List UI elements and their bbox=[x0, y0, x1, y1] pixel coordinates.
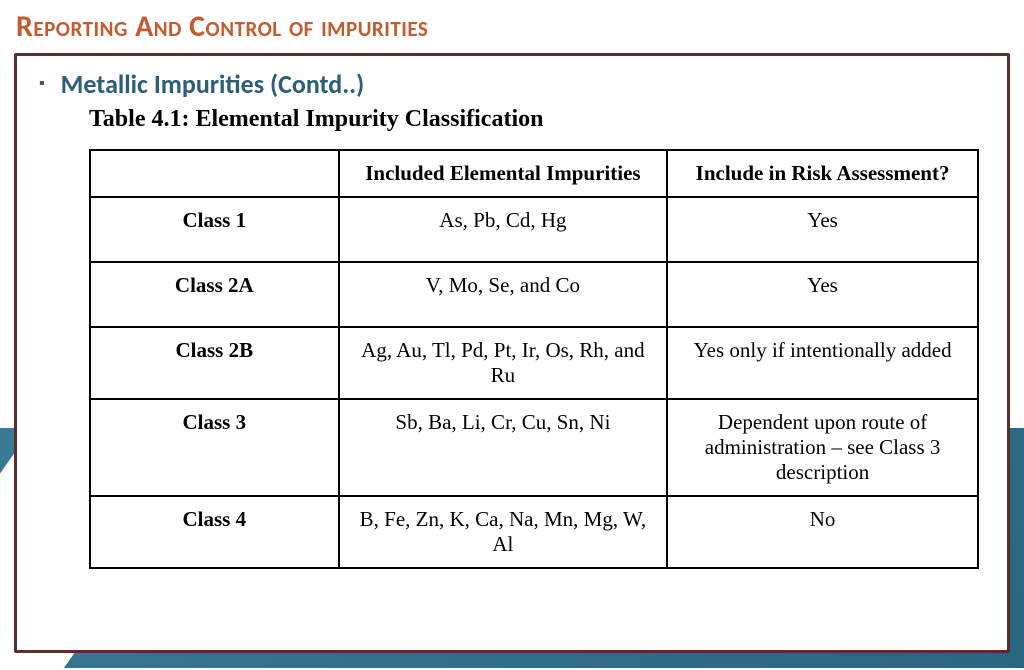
cell-impurities: V, Mo, Se, and Co bbox=[339, 262, 668, 327]
col-header-risk: Include in Risk Assessment? bbox=[667, 150, 978, 197]
subheading-row: ▪ Metallic Impurities (Contd..) bbox=[35, 68, 989, 100]
cell-class: Class 3 bbox=[90, 399, 339, 496]
cell-risk: Dependent upon route of administration –… bbox=[667, 399, 978, 496]
table-wrap: Included Elemental Impurities Include in… bbox=[89, 149, 979, 569]
cell-impurities: Ag, Au, Tl, Pd, Pt, Ir, Os, Rh, and Ru bbox=[339, 327, 668, 399]
table-row: Class 1 As, Pb, Cd, Hg Yes bbox=[90, 197, 978, 262]
table-row: Class 2A V, Mo, Se, and Co Yes bbox=[90, 262, 978, 327]
cell-risk: Yes only if intentionally added bbox=[667, 327, 978, 399]
cell-class: Class 2B bbox=[90, 327, 339, 399]
table-row: Class 2B Ag, Au, Tl, Pd, Pt, Ir, Os, Rh,… bbox=[90, 327, 978, 399]
cell-impurities: As, Pb, Cd, Hg bbox=[339, 197, 668, 262]
content-frame: ▪ Metallic Impurities (Contd..) Table 4.… bbox=[14, 53, 1010, 653]
cell-impurities: B, Fe, Zn, K, Ca, Na, Mn, Mg, W, Al bbox=[339, 496, 668, 568]
impurity-table: Included Elemental Impurities Include in… bbox=[89, 149, 979, 569]
table-row: Class 3 Sb, Ba, Li, Cr, Cu, Sn, Ni Depen… bbox=[90, 399, 978, 496]
cell-risk: No bbox=[667, 496, 978, 568]
cell-risk: Yes bbox=[667, 262, 978, 327]
col-header-class bbox=[90, 150, 339, 197]
page-title: Reporting And Control of impurities bbox=[0, 0, 1024, 49]
cell-class: Class 4 bbox=[90, 496, 339, 568]
table-row: Class 4 B, Fe, Zn, K, Ca, Na, Mn, Mg, W,… bbox=[90, 496, 978, 568]
table-caption: Table 4.1: Elemental Impurity Classifica… bbox=[89, 106, 989, 133]
col-header-impurities: Included Elemental Impurities bbox=[339, 150, 668, 197]
table-header-row: Included Elemental Impurities Include in… bbox=[90, 150, 978, 197]
cell-risk: Yes bbox=[667, 197, 978, 262]
cell-class: Class 1 bbox=[90, 197, 339, 262]
cell-class: Class 2A bbox=[90, 262, 339, 327]
bullet-icon: ▪ bbox=[39, 74, 45, 93]
cell-impurities: Sb, Ba, Li, Cr, Cu, Sn, Ni bbox=[339, 399, 668, 496]
subheading-text: Metallic Impurities (Contd..) bbox=[61, 68, 365, 100]
